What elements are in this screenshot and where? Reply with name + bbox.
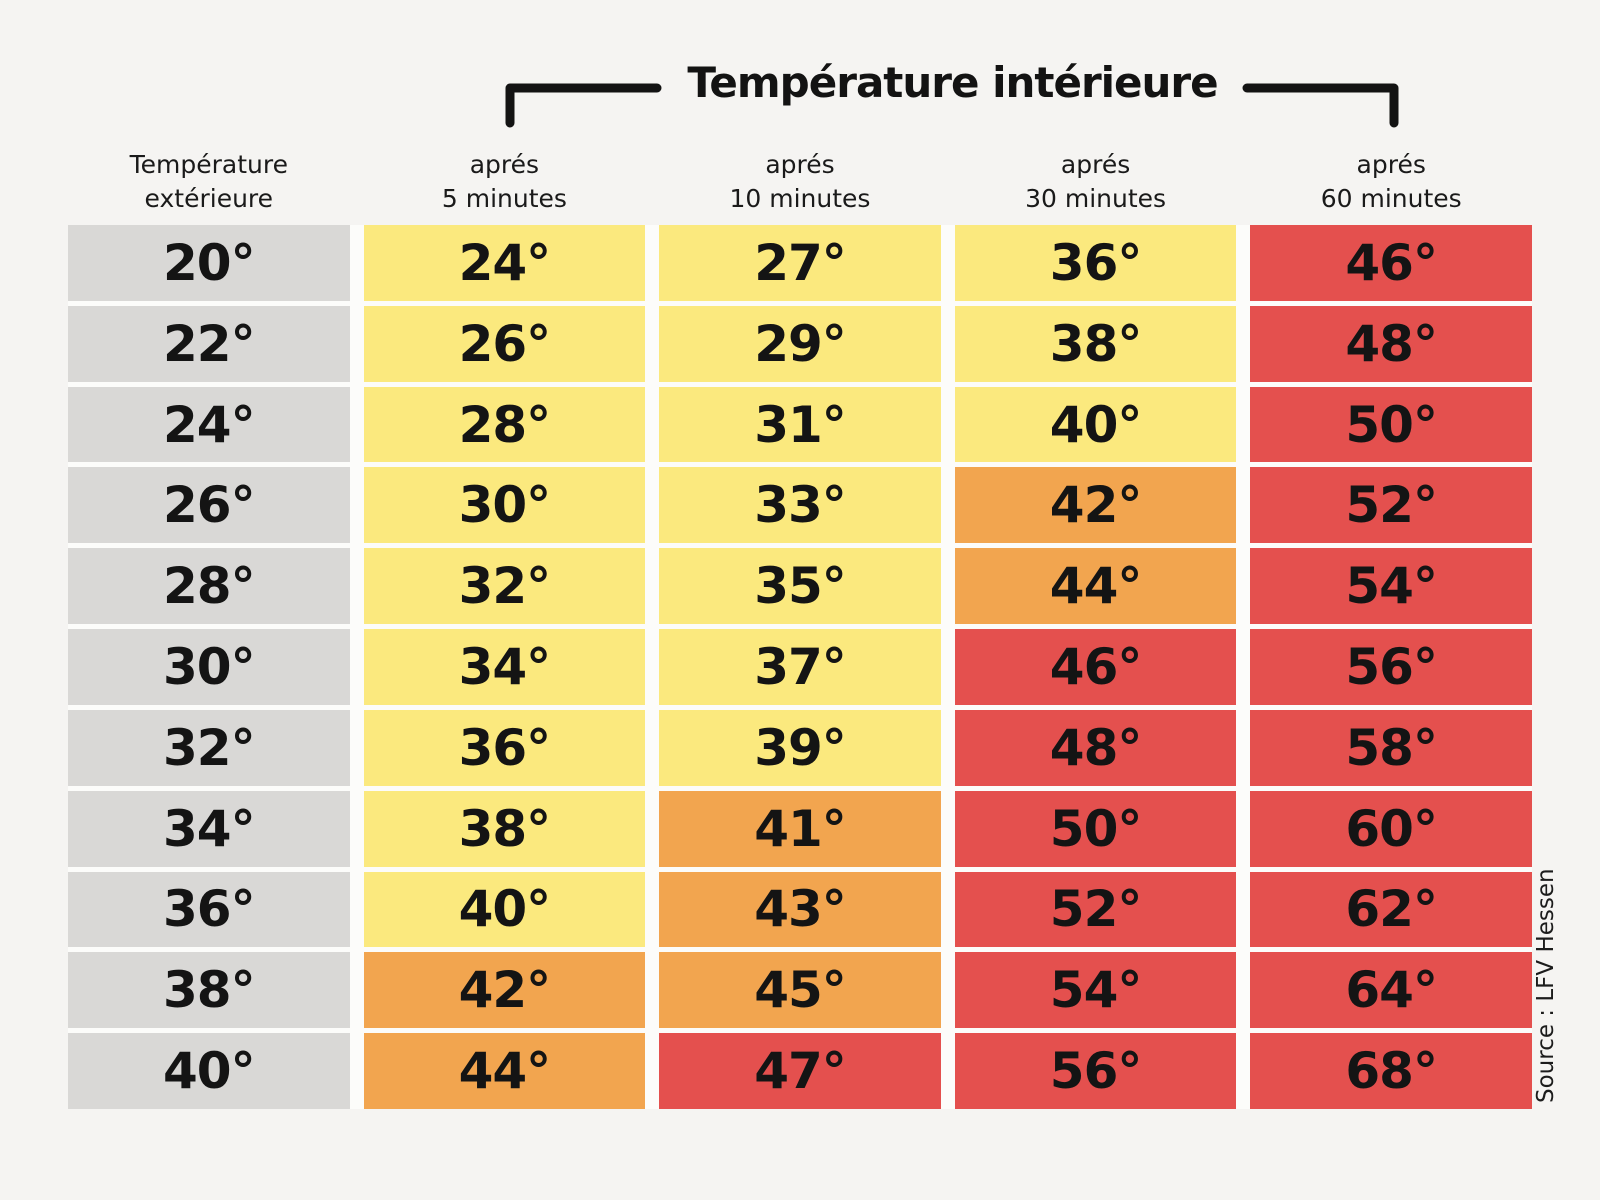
after-30-minutes-header: aprés 30 minutes: [955, 148, 1237, 216]
exterior-temp-cell: 30°: [68, 629, 350, 705]
header-line-2: extérieure: [144, 184, 274, 213]
exterior-temp-cell: 40°: [68, 1033, 350, 1109]
after-10-minutes-header: aprés 10 minutes: [659, 148, 941, 216]
interior-temp-cell: 48°: [954, 709, 1237, 786]
header-line-2: 10 minutes: [729, 184, 871, 213]
interior-temp-cell: 33°: [659, 467, 941, 544]
interior-temp-cell: 44°: [363, 1033, 646, 1109]
interior-temp-cell: 35°: [659, 548, 941, 625]
interior-temp-cell: 60°: [1250, 790, 1532, 867]
interior-temp-cell: 32°: [363, 548, 646, 625]
exterior-temp-cell: 36°: [68, 871, 350, 948]
interior-temp-cell: 54°: [954, 952, 1237, 1029]
exterior-temp-cell: 28°: [68, 548, 350, 625]
interior-temp-cell: 26°: [363, 305, 646, 382]
interior-temp-cell: 31°: [659, 386, 941, 463]
interior-temp-cell: 34°: [363, 629, 646, 705]
exterior-temp-cell: 34°: [68, 790, 350, 867]
interior-temp-cell: 43°: [659, 871, 941, 948]
interior-temp-cell: 42°: [363, 952, 646, 1029]
interior-temp-cell: 44°: [954, 548, 1237, 625]
header-line-2: 5 minutes: [441, 184, 567, 213]
after-60-minutes-header: aprés 60 minutes: [1250, 148, 1532, 216]
page-title: Température intérieure: [687, 58, 1218, 107]
interior-temp-cell: 38°: [363, 790, 646, 867]
interior-temp-cell: 24°: [363, 225, 646, 301]
header-line-2: 30 minutes: [1025, 184, 1167, 213]
interior-temp-cell: 29°: [659, 305, 941, 382]
left-bracket-line: [505, 83, 662, 128]
header-line-2: 60 minutes: [1320, 184, 1462, 213]
interior-temp-cell: 50°: [954, 790, 1237, 867]
exterior-temp-cell: 22°: [68, 305, 350, 382]
interior-temp-cell: 64°: [1250, 952, 1532, 1029]
right-bracket-line: [1242, 83, 1399, 128]
interior-temp-cell: 42°: [954, 467, 1237, 544]
header-line-1: aprés: [1060, 150, 1131, 179]
interior-temp-cell: 50°: [1250, 386, 1532, 463]
exterior-temp-cell: 26°: [68, 467, 350, 544]
header-line-1: aprés: [765, 150, 835, 179]
interior-temp-cell: 46°: [954, 629, 1237, 705]
interior-temp-cell: 68°: [1250, 1033, 1532, 1109]
interior-temp-cell: 47°: [659, 1033, 941, 1109]
interior-temp-cell: 28°: [363, 386, 646, 463]
interior-temp-cell: 52°: [1250, 467, 1532, 544]
exterior-temp-cell: 20°: [68, 225, 350, 301]
interior-temp-cell: 36°: [363, 709, 646, 786]
exterior-temp-cell: 32°: [68, 709, 350, 786]
header-line-1: Température: [129, 150, 288, 179]
source-credit: Source : LFV Hessen: [1533, 868, 1559, 1103]
interior-temp-cell: 38°: [954, 305, 1237, 382]
interior-temp-cell: 48°: [1250, 305, 1532, 382]
column-headers: Température extérieure aprés 5 minutes a…: [68, 148, 1532, 216]
exterior-temp-header: Température extérieure: [68, 148, 350, 216]
interior-temp-cell: 62°: [1250, 871, 1532, 948]
interior-temp-cell: 40°: [954, 386, 1237, 463]
interior-temp-cell: 39°: [659, 709, 941, 786]
interior-temp-cell: 40°: [363, 871, 646, 948]
header-line-1: aprés: [469, 150, 540, 179]
interior-temp-cell: 36°: [954, 225, 1237, 301]
interior-temp-cell: 41°: [659, 790, 941, 867]
after-5-minutes-header: aprés 5 minutes: [364, 148, 646, 216]
interior-temp-cell: 58°: [1250, 709, 1532, 786]
interior-temp-cell: 27°: [659, 225, 941, 301]
interior-temp-cell: 56°: [954, 1033, 1237, 1109]
interior-temp-cell: 45°: [659, 952, 941, 1029]
exterior-temp-cell: 38°: [68, 952, 350, 1029]
header-line-1: aprés: [1356, 150, 1426, 179]
interior-temp-cell: 52°: [954, 871, 1237, 948]
interior-temp-cell: 30°: [363, 467, 646, 544]
interior-temp-cell: 37°: [659, 629, 941, 705]
interior-temp-cell: 54°: [1250, 548, 1532, 625]
exterior-temp-cell: 24°: [68, 386, 350, 463]
temperature-table: 20° 24° 27° 36° 46° 22° 26° 29° 38° 48° 24° 28° 31° 4…: [68, 225, 1532, 1109]
interior-temp-cell: 46°: [1250, 225, 1532, 301]
interior-temp-cell: 56°: [1250, 629, 1532, 705]
